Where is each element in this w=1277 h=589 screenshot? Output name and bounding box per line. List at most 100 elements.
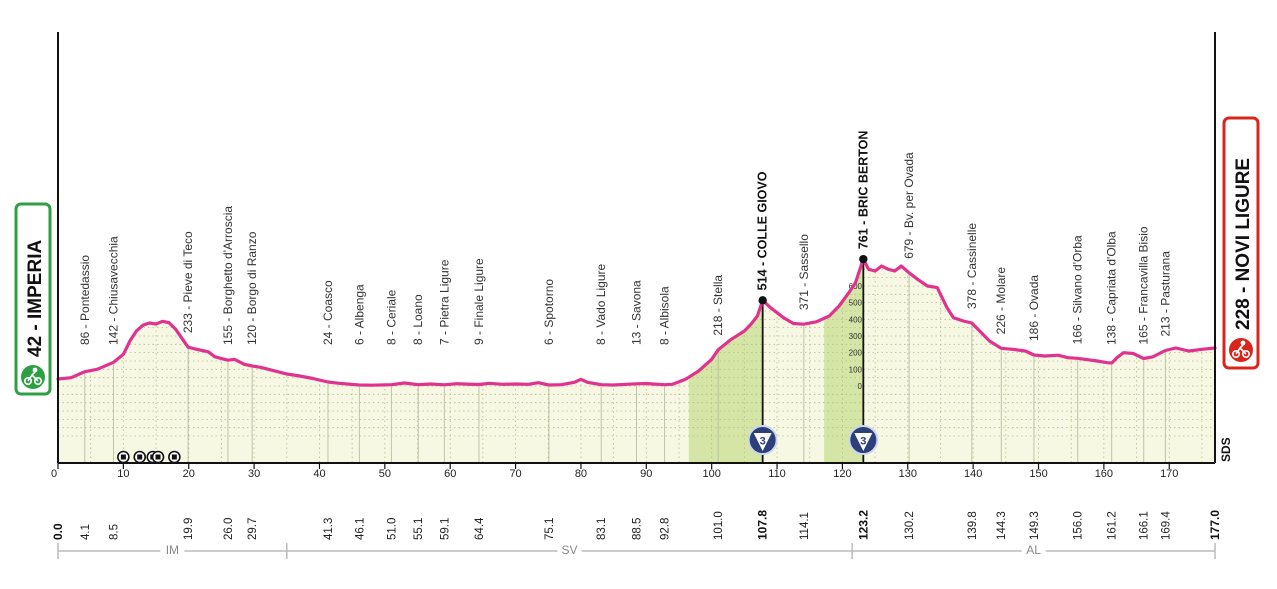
altitude-tick-label: 300: [849, 332, 863, 341]
waypoint-km-label: 64.4: [474, 517, 486, 540]
kom-summit-dot: [859, 254, 868, 264]
cyclist-icon-finish: [1232, 340, 1251, 358]
waypoint-label: 218 - Stella: [711, 275, 725, 336]
waypoint-label: 679 - Bv. per Ovada: [902, 152, 916, 259]
km-tick-label: 130: [899, 468, 917, 480]
waypoint-labels: 86 - Pontedassio 142 - Chiusavecchia 233 -…: [78, 131, 1173, 345]
waypoint-km-label: 51.0: [386, 518, 398, 540]
km-tick-label: 40: [313, 468, 325, 480]
waypoint-km-label: 144.3: [996, 511, 1008, 540]
km-tick-label: 90: [640, 468, 652, 480]
start-badge: 42 - IMPERIA: [14, 202, 52, 396]
profile-area: [58, 259, 1215, 463]
waypoint-label: 378 - Cassinelle: [965, 223, 979, 309]
waypoint-label: 155 - Borghetto d'Arroscia: [221, 206, 235, 345]
waypoint-km-label: 19.9: [183, 518, 195, 540]
waypoint-km-label: 156.0: [1073, 511, 1085, 540]
waypoint-km-label: 130.2: [904, 511, 916, 540]
waypoint-label: 13 - Savona: [630, 280, 644, 345]
waypoint-label: 24 - Coasco: [321, 280, 335, 345]
altitude-tick-label: 400: [849, 315, 863, 324]
waypoint-km-label: 75.1: [544, 518, 556, 540]
region-label: IM: [166, 543, 179, 557]
finish-badge: 228 - NOVI LIGURE: [1222, 116, 1260, 370]
altitude-tick-label: 100: [849, 365, 863, 374]
waypoint-label: 165 - Francavilla Bisio: [1137, 226, 1151, 344]
waypoint-km-label: 29.7: [247, 518, 259, 540]
altitude-tick-label: 200: [849, 349, 863, 358]
km-tick-label: 80: [575, 468, 587, 480]
region-label: SV: [561, 543, 577, 557]
profile-line: [56, 257, 1217, 387]
km-tick-label: 70: [509, 468, 521, 480]
kom-name-label: 761 - BRIC BERTON: [856, 131, 870, 250]
waypoint-label: 186 - Ovada: [1027, 275, 1041, 341]
waypoint-km-label: 26.0: [223, 518, 235, 540]
km-tick-label: 20: [183, 468, 195, 480]
km-tick-label: 160: [1095, 468, 1113, 480]
altitude-tick-label: 0: [858, 382, 863, 391]
km-tick-label: 0: [51, 468, 57, 480]
km-tick-label: 10: [117, 468, 129, 480]
kom-category-label: 3: [760, 436, 766, 448]
endpoint-km-label: 0.0: [51, 523, 65, 540]
km-tick-label: 60: [444, 468, 456, 480]
cyclist-icon-start: [23, 367, 42, 385]
waypoint-label: 213 - Pasturana: [1158, 251, 1172, 337]
waypoint-km-label: 149.3: [1029, 511, 1041, 540]
waypoint-label: 8 - Loano: [411, 294, 425, 345]
waypoint-km-label: 166.1: [1139, 511, 1151, 540]
region-label-gap: [557, 543, 582, 559]
km-tick-label: 120: [833, 468, 851, 480]
waypoint-label: 9 - Finale Ligure: [472, 258, 486, 345]
waypoint-label: 142 - Chiusavecchia: [107, 236, 121, 345]
waypoint-km-label: 8.5: [109, 524, 121, 540]
waypoint-label: 120 - Borgo di Ranzo: [245, 231, 259, 345]
rail-crossing-glyph: [120, 454, 126, 460]
waypoint-label: 86 - Pontedassio: [78, 255, 92, 345]
kom-triangle-icon: [753, 433, 772, 451]
km-tick-label: 140: [964, 468, 982, 480]
waypoint-label: 138 - Capriata d'Olba: [1105, 231, 1119, 345]
km-tick-label: 150: [1029, 468, 1047, 480]
kom-triangle-icon: [854, 433, 873, 451]
waypoint-km-label: 169.4: [1160, 511, 1172, 540]
rail-crossing-glyph: [155, 454, 161, 460]
kom-name-label: 514 - COLLE GIOVO: [756, 171, 770, 290]
waypoint-km-label: 59.1: [439, 518, 451, 540]
km-tick-label: 50: [379, 468, 391, 480]
waypoint-label: 6 - Albenga: [352, 284, 366, 345]
rail-crossing-glyph: [137, 454, 143, 460]
altitude-tick-label: 500: [849, 299, 863, 308]
waypoint-km-label: 88.5: [632, 518, 644, 540]
rail-crossing-glyph: [171, 454, 177, 460]
start-label: 42 - IMPERIA: [25, 240, 46, 357]
region-label-gap: [160, 543, 185, 559]
km-tick-label: 170: [1160, 468, 1178, 480]
km-tick-label: 110: [768, 468, 786, 480]
km-labels: 4.1 8.5 19.9 26.0 29.7 41.3 46.1 51.0 55.1 59.1 64…: [51, 510, 1222, 540]
waypoint-km-label: 55.1: [413, 518, 425, 540]
region-brackets: IM SV AL: [57, 543, 1216, 559]
km-axis-ticks: 0 10 20 30 40 50 60 70 80 90 100 110 120 130 140 150 160…: [51, 463, 1178, 480]
waypoint-km-label: 114.1: [799, 512, 811, 540]
km-tick-label: 30: [248, 468, 260, 480]
climb-section: [688, 259, 763, 463]
kom-summit-dot: [758, 296, 767, 305]
rail-crossings: [117, 450, 181, 464]
waypoint-km-label: 4.1: [80, 524, 92, 540]
waypoint-km-label: 161.2: [1107, 511, 1119, 540]
waypoint-km-label: 92.8: [660, 518, 672, 540]
waypoint-km-label: 139.8: [967, 511, 979, 540]
altitude-scale: 0 100 200 300 400 500 600: [849, 282, 863, 391]
waypoint-label: 166 - Silvano d'Orba: [1071, 235, 1085, 344]
waypoint-label: 8 - Albisola: [658, 286, 672, 345]
waypoint-km-label: 46.1: [354, 518, 366, 540]
waypoint-label: 8 - Vado Ligure: [594, 264, 608, 345]
waypoint-label: 8 - Ceriale: [384, 289, 398, 345]
finish-label: 228 - NOVI LIGURE: [1233, 158, 1254, 330]
km-tick-label: 100: [702, 468, 720, 480]
region-label: AL: [1026, 543, 1041, 557]
